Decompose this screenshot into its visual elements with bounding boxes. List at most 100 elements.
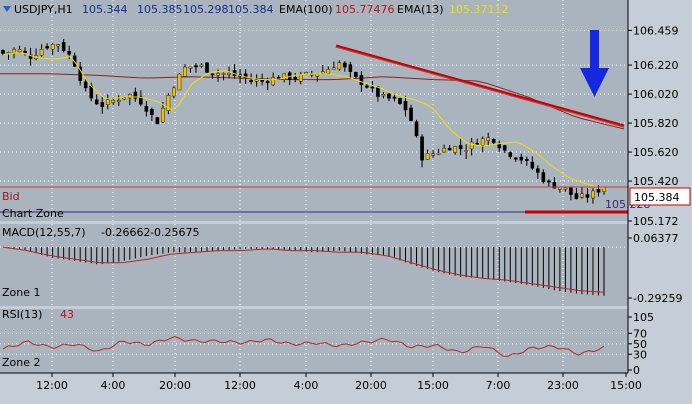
candle [591, 190, 595, 199]
candle [497, 143, 502, 149]
rsi-tick-label: 105 [633, 311, 654, 324]
candle [83, 81, 88, 89]
candle [254, 79, 259, 82]
candle [243, 73, 248, 79]
candle [260, 79, 264, 82]
candle [39, 49, 44, 56]
macd-tick-label: 0.06377 [633, 232, 679, 245]
candle [67, 51, 71, 55]
candle [431, 153, 435, 156]
candle [486, 137, 491, 141]
candle [128, 93, 132, 99]
candle [348, 64, 353, 72]
price-tick-label: 105.820 [633, 117, 679, 130]
macd-value-2: -0.25675 [150, 226, 199, 239]
price-tick-label: 105.620 [633, 146, 679, 159]
candle [376, 86, 380, 97]
trendline[interactable] [335, 44, 625, 128]
candle [469, 141, 474, 150]
candle [205, 62, 209, 73]
candle [298, 74, 303, 82]
candle [111, 99, 116, 103]
main-pane[interactable] [0, 0, 628, 221]
time-tick-label: 12:00 [224, 379, 256, 392]
candle [354, 72, 358, 77]
price-tick-label: 106.220 [633, 59, 679, 72]
macd-header: MACD(12,55,7) -0.26662 -0.25675 [2, 226, 199, 239]
bid-price-value: 105.384 [634, 191, 680, 204]
open-value: 105.344 [82, 3, 128, 16]
candle [491, 138, 496, 143]
time-tick-label: 12:00 [36, 379, 68, 392]
high-value: 105.385 [137, 3, 183, 16]
candle [155, 117, 160, 125]
time-scale[interactable]: 12:00 4:00 20:00 12:00 4:00 20:00 15:00 7:00 23:… [0, 372, 642, 392]
down-arrow-icon[interactable] [580, 30, 609, 97]
candle [100, 102, 105, 107]
macd-pane[interactable] [0, 224, 628, 306]
price-tick-label: 106.020 [633, 88, 679, 101]
candle [265, 80, 270, 84]
candles [1, 38, 606, 204]
candle [464, 150, 468, 153]
macd-signal-line [2, 246, 605, 293]
time-tick-label: 4:00 [294, 379, 319, 392]
candle [569, 187, 573, 195]
candle [508, 152, 513, 157]
menu-dropdown-icon[interactable] [3, 6, 11, 12]
macd-signal-path [2, 246, 605, 293]
candle [1, 50, 5, 54]
candle [343, 62, 347, 68]
time-tick-label: 7:00 [486, 379, 511, 392]
time-tick-label: 20:00 [159, 379, 191, 392]
zone1-label: Zone 1 [2, 286, 41, 299]
candle [370, 86, 375, 89]
candle [105, 99, 110, 105]
candle [221, 73, 226, 75]
grid [0, 0, 628, 373]
candle [552, 182, 557, 189]
candle [249, 80, 253, 83]
candle [78, 66, 82, 81]
macd-histogram [8, 247, 605, 296]
candle [596, 189, 601, 193]
candle [17, 49, 22, 53]
candle [23, 51, 27, 54]
candle [144, 106, 149, 112]
candle [585, 194, 590, 198]
ema13-line [2, 52, 605, 189]
candle [139, 96, 143, 105]
time-tick-label: 23:00 [547, 379, 579, 392]
rsi-tick-label: 50 [633, 338, 647, 351]
price-tick-label: 105.172 [633, 215, 679, 228]
bid-label: Bid [2, 190, 20, 203]
candle [161, 107, 165, 123]
candle [282, 73, 287, 80]
candle [392, 96, 397, 99]
candle [530, 161, 535, 169]
rsi-pane[interactable] [0, 309, 628, 373]
candle [387, 93, 391, 99]
candle [398, 98, 402, 104]
candle [513, 157, 518, 160]
candle [177, 73, 182, 91]
macd-tick-label: -0.29259 [633, 292, 682, 305]
ema13-label: EMA(13) [397, 3, 444, 16]
candle [453, 146, 457, 153]
rsi-path [2, 336, 605, 357]
candle [166, 95, 171, 111]
price-scale[interactable]: 106.459 106.220 106.020 105.820 105.620 105.4… [627, 0, 682, 377]
rsi-label: RSI(13) [2, 308, 42, 321]
close-value: 105.384 [228, 3, 274, 16]
candle [199, 64, 204, 67]
candle [320, 71, 325, 74]
candle [194, 65, 198, 68]
price-tick-label: 105.420 [633, 175, 679, 188]
ema13-value: 105.37112 [449, 3, 509, 16]
candle [271, 77, 275, 86]
candle [436, 152, 441, 155]
candle [172, 87, 176, 97]
time-tick-label: 20:00 [355, 379, 387, 392]
candle [580, 193, 584, 198]
symbol-label: USDJPY,H1 [14, 3, 73, 16]
